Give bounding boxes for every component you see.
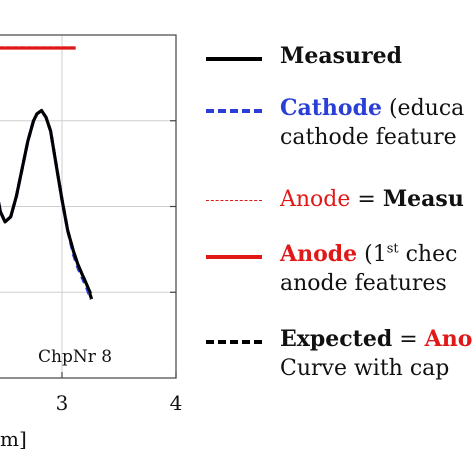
- legend-label-anode-rest2: chec: [398, 242, 458, 267]
- legend-label-cathode-rest: (educa: [381, 96, 465, 121]
- legend-label-anode: Anode: [280, 241, 358, 267]
- legend-label-anode-line2: anode features: [280, 271, 447, 296]
- legend-label-anode-sup: st: [386, 241, 399, 257]
- tick-labels: 3 4 m] ChpNr 8: [0, 347, 182, 451]
- legend-label-anode-dashed: Anode: [280, 187, 351, 212]
- legend-swatch-anode-dashed: [206, 200, 262, 201]
- legend-label-anode-dashed-eq: =: [350, 187, 383, 212]
- series-group: [0, 46, 94, 300]
- x-tick-label-0: 3: [56, 391, 69, 415]
- legend-label-expected: Expected: [280, 326, 393, 352]
- legend-swatch-anode: [206, 255, 262, 259]
- series-line-expected: [0, 109, 93, 297]
- legend-swatch-cathode: [206, 109, 262, 113]
- legend-label-anode-dashed-bold: Measu: [382, 186, 464, 212]
- x-axis-label: m]: [0, 427, 27, 451]
- legend-label-expected-red: Ano: [424, 326, 473, 352]
- legend-label-measured: Measured: [280, 43, 402, 69]
- legend-label-expected-eq: =: [392, 327, 425, 352]
- axes: [0, 34, 177, 379]
- legend-label-anode-rest: (1: [357, 242, 387, 267]
- legend-label-expected-line2: Curve with cap: [280, 356, 450, 381]
- legend-swatch-measured: [206, 57, 262, 61]
- chip-annotation: ChpNr 8: [38, 347, 112, 367]
- x-tick-label-1: 4: [170, 391, 183, 415]
- legend-swatch-expected: [206, 340, 262, 344]
- legend-label-cathode-line2: cathode feature: [280, 125, 457, 150]
- legend-label-cathode: Cathode: [280, 95, 382, 121]
